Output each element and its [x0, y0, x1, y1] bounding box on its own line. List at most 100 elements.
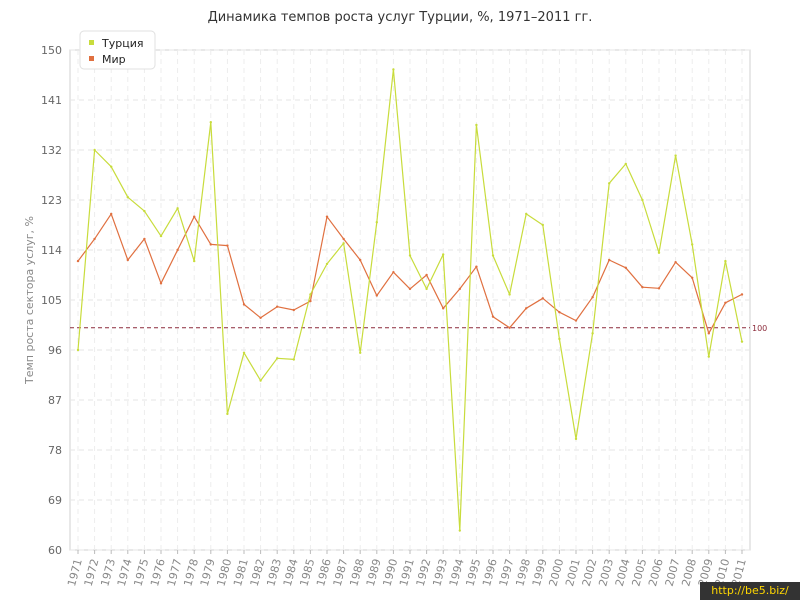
data-point	[608, 258, 611, 262]
data-point	[110, 212, 113, 216]
data-point	[176, 207, 179, 210]
y-tick-label: 78	[48, 444, 62, 457]
data-point	[442, 307, 445, 310]
y-tick-label: 132	[41, 144, 62, 157]
y-axis-label: Темп роста сектора услуг, %	[23, 216, 36, 385]
reference-line: 100	[70, 324, 767, 333]
data-point	[242, 303, 246, 306]
legend-box	[79, 30, 156, 70]
reference-line-label: 100	[752, 324, 767, 333]
legend-swatch-turkey	[89, 40, 94, 45]
y-tick-label: 150	[41, 44, 62, 57]
data-point	[724, 259, 727, 263]
data-point	[508, 326, 511, 329]
data-point	[110, 165, 113, 168]
data-point	[259, 316, 262, 319]
data-point	[574, 437, 578, 441]
data-point	[475, 123, 478, 127]
y-tick-label: 96	[48, 344, 62, 357]
grid	[70, 49, 750, 551]
data-point	[674, 154, 677, 157]
data-point	[558, 337, 561, 341]
y-tick-label: 69	[48, 494, 62, 507]
data-point	[674, 261, 677, 264]
data-point	[691, 243, 694, 246]
data-point	[193, 259, 196, 263]
data-point	[209, 243, 212, 246]
legend-swatch-world	[89, 56, 94, 61]
data-point	[558, 311, 561, 314]
data-point	[126, 258, 129, 262]
data-point	[624, 162, 627, 166]
data-point	[342, 237, 345, 241]
data-point	[691, 276, 694, 279]
chart-title: Динамика темпов роста услуг Турции, %, 1…	[207, 10, 593, 25]
data-point	[159, 234, 163, 238]
legend-label-world: Мир	[102, 53, 126, 66]
y-tick-label: 105	[41, 294, 62, 307]
data-point	[525, 307, 528, 310]
data-point	[292, 308, 295, 312]
data-point	[359, 258, 362, 262]
data-point	[309, 299, 312, 303]
y-tick-label: 141	[41, 94, 62, 107]
data-point	[93, 237, 96, 241]
data-point	[724, 301, 727, 304]
legend-label-turkey: Турция	[101, 37, 143, 50]
data-point	[242, 351, 246, 354]
data-point	[541, 223, 544, 227]
data-point	[342, 242, 345, 245]
data-point	[375, 221, 378, 224]
data-point	[508, 293, 511, 296]
data-point	[126, 196, 129, 199]
data-point	[392, 271, 395, 274]
data-point	[574, 319, 578, 322]
data-point	[209, 121, 212, 124]
data-point	[707, 332, 710, 335]
data-point	[442, 253, 445, 256]
data-point	[176, 248, 179, 252]
y-tick-label: 114	[41, 244, 62, 257]
data-point	[591, 296, 594, 299]
data-point	[491, 254, 495, 257]
data-point	[159, 282, 163, 285]
data-point	[76, 348, 80, 352]
data-point	[226, 244, 229, 247]
data-point	[641, 286, 644, 289]
data-point	[475, 265, 478, 268]
y-tick-label: 87	[48, 394, 62, 407]
data-point	[292, 358, 295, 361]
data-point	[408, 254, 412, 257]
y-tick-label: 123	[41, 194, 62, 207]
data-point	[657, 287, 661, 290]
data-point	[408, 287, 412, 291]
data-point	[276, 305, 279, 308]
data-point	[657, 251, 661, 254]
data-point	[641, 198, 644, 202]
data-point	[425, 273, 428, 277]
data-point	[740, 340, 744, 343]
watermark: http://be5.biz/	[700, 582, 800, 600]
data-point	[143, 237, 146, 241]
data-point	[143, 209, 146, 213]
data-point	[491, 315, 495, 318]
data-point	[375, 294, 378, 297]
data-point	[392, 68, 395, 71]
data-point	[359, 351, 362, 354]
data-point	[93, 148, 96, 152]
data-point	[425, 287, 428, 291]
data-point	[76, 259, 80, 263]
data-point	[624, 266, 627, 269]
data-point	[276, 357, 279, 360]
data-point	[541, 297, 544, 300]
data-point	[309, 293, 312, 296]
data-point	[193, 215, 196, 218]
data-point	[325, 262, 329, 266]
data-point	[259, 379, 262, 382]
y-tick-label: 60	[48, 544, 62, 557]
data-point	[525, 212, 528, 216]
data-point	[226, 412, 229, 416]
data-point	[740, 293, 744, 296]
data-point	[591, 332, 594, 335]
